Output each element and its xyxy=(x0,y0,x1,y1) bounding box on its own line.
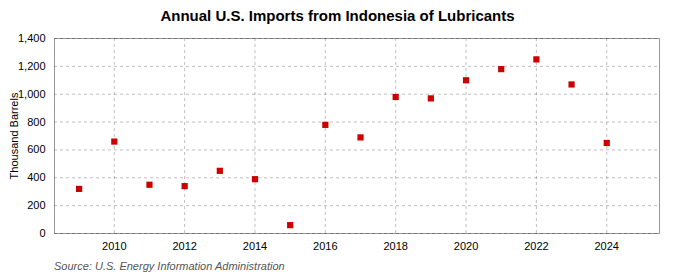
html-text:Annual U.S. Imports from Indon: Annual U.S. Imports from Indonesia of Lu… xyxy=(160,7,515,24)
svg-text:200: 200 xyxy=(27,199,45,211)
svg-text:2022: 2022 xyxy=(524,240,548,252)
html-text:Source: U.S. Energy Informatio: Source: U.S. Energy Information Administ… xyxy=(54,260,285,272)
svg-text:1,400: 1,400 xyxy=(18,32,46,44)
svg-text:Thousand Barrels: Thousand Barrels xyxy=(8,92,20,179)
svg-text:1,200: 1,200 xyxy=(18,60,46,72)
svg-text:2018: 2018 xyxy=(383,240,407,252)
svg-text:2016: 2016 xyxy=(313,240,337,252)
svg-text:400: 400 xyxy=(27,171,45,183)
svg-text:2014: 2014 xyxy=(243,240,267,252)
svg-text:0: 0 xyxy=(39,227,45,239)
svg-text:600: 600 xyxy=(27,143,45,155)
svg-text:800: 800 xyxy=(27,116,45,128)
svg-text:2010: 2010 xyxy=(102,240,126,252)
svg-text:2012: 2012 xyxy=(172,240,196,252)
svg-text:2020: 2020 xyxy=(454,240,478,252)
svg-text:2024: 2024 xyxy=(594,240,618,252)
svg-text:1,000: 1,000 xyxy=(18,88,46,100)
